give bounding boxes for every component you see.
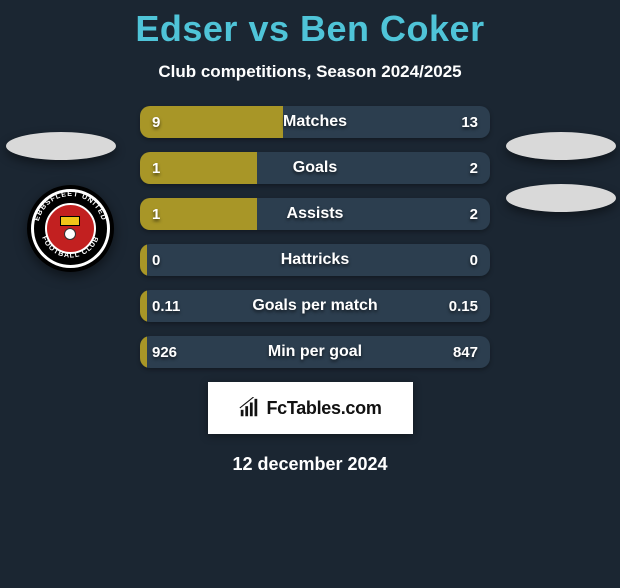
stat-bar-left [140,152,257,184]
stat-row: Goals per match0.110.15 [140,290,490,322]
club-left-badge: EBBSFLEET UNITED FOOTBALL CLUB [27,185,114,272]
fctables-brand-text: FcTables.com [266,398,381,419]
player-right-name: Ben Coker [300,8,485,49]
stat-row: Matches913 [140,106,490,138]
vs-text: vs [248,8,289,49]
stat-row: Assists12 [140,198,490,230]
subtitle-text: Club competitions, Season 2024/2025 [0,62,620,82]
club-right-badge-placeholder [506,184,616,212]
stat-bar-left [140,106,283,138]
player-right-photo-placeholder [506,132,616,160]
chart-bar-icon [238,397,260,419]
stat-bar-right [147,290,490,322]
stat-bar-right [147,336,490,368]
stat-bar-left [140,336,147,368]
stat-bar-left [140,198,257,230]
player-left-name: Edser [135,8,238,49]
stat-bar-left [140,290,147,322]
player-left-photo-placeholder [6,132,116,160]
club-badge-center-icon [55,213,85,243]
stat-row: Min per goal926847 [140,336,490,368]
stat-bar-right [147,244,490,276]
stat-bar-right [257,198,490,230]
stats-bar-chart: Matches913 Goals12 Assists12 Hattricks00 Goa… [140,106,490,368]
stat-row: Goals12 [140,152,490,184]
stat-bar-right [257,152,490,184]
stat-row: Hattricks00 [140,244,490,276]
stat-bar-right [283,106,490,138]
stat-bar-left [140,244,147,276]
fctables-badge: FcTables.com [208,382,413,434]
comparison-title: Edser vs Ben Coker [0,8,620,50]
footer-date: 12 december 2024 [0,454,620,475]
